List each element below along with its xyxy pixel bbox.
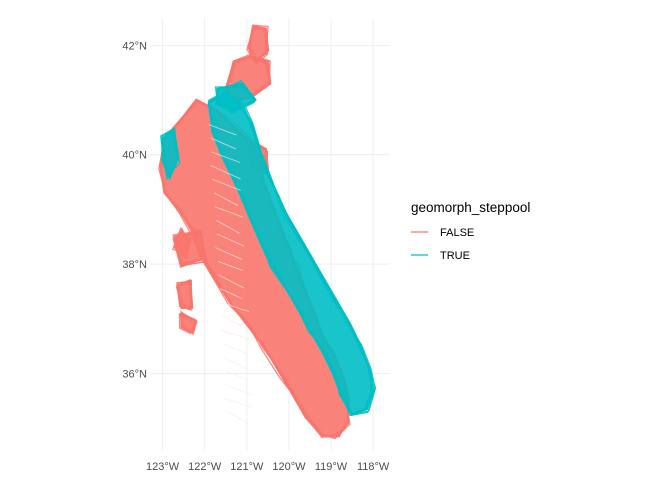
region-true-patch-0	[160, 127, 181, 181]
x-tick-label-0: 123°W	[146, 461, 180, 473]
x-tick-label-4: 119°W	[315, 461, 348, 473]
x-tick-label-3: 120°W	[272, 461, 306, 473]
legend-label-true: TRUE	[440, 250, 470, 262]
region-true-main	[207, 90, 377, 417]
y-tick-label-3: 42°N	[122, 40, 147, 52]
y-tick-label-2: 40°N	[122, 150, 147, 162]
region-false-extra-1	[246, 24, 270, 66]
map-regions	[158, 24, 377, 440]
legend: geomorph_steppool FALSE TRUE	[411, 200, 530, 262]
region-false-patch-2	[175, 279, 194, 312]
region-false-extra-3	[178, 310, 198, 335]
x-tick-label-1: 122°W	[188, 461, 222, 473]
legend-label-false: FALSE	[440, 227, 474, 239]
valley-streams	[208, 124, 252, 425]
y-axis-ticks: 36°N 38°N 40°N 42°N	[122, 40, 147, 380]
region-true-patch-1	[214, 79, 257, 114]
x-axis-ticks: 123°W 122°W 121°W 120°W 119°W 118°W	[146, 461, 390, 473]
y-tick-label-1: 38°N	[122, 259, 147, 271]
x-tick-label-5: 118°W	[357, 461, 390, 473]
y-tick-label-0: 36°N	[122, 368, 147, 380]
legend-title: geomorph_steppool	[411, 200, 530, 215]
region-false-extra-2	[172, 226, 192, 261]
x-tick-label-2: 121°W	[230, 461, 264, 473]
